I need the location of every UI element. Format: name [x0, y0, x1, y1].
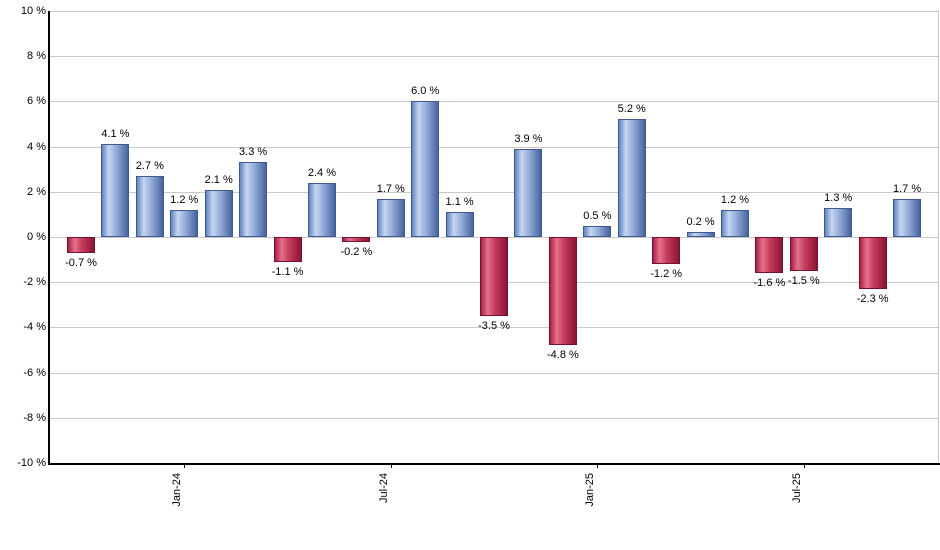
x-axis-tick	[803, 463, 805, 468]
bar-value-label: 1.1 %	[445, 196, 474, 209]
y-axis-tick-label: -2 %	[23, 276, 46, 289]
positive-bar	[411, 101, 440, 237]
gridline	[50, 327, 939, 329]
x-axis-tick-label: Jul-25	[790, 473, 803, 503]
positive-bar	[617, 119, 646, 237]
y-axis-tick-label: 2 %	[27, 185, 46, 198]
y-axis-tick-label: -4 %	[23, 321, 46, 334]
bar-value-label: 1.3 %	[824, 191, 853, 204]
positive-bar	[376, 198, 405, 237]
bar-value-label: 0.2 %	[686, 216, 715, 229]
positive-bar	[307, 182, 336, 237]
bar-value-label: 5.2 %	[617, 103, 646, 116]
bar-value-label: -3.5 %	[478, 320, 510, 333]
positive-bar	[204, 189, 233, 237]
bar-value-label: 1.2 %	[170, 193, 199, 206]
gridline	[50, 191, 939, 193]
negative-bar	[755, 237, 784, 274]
negative-bar	[273, 237, 302, 262]
gridline	[50, 11, 939, 12]
bar-value-label: -0.2 %	[340, 245, 373, 258]
x-axis-tick-label: Jan-25	[584, 473, 597, 507]
bar-value-label: -1.6 %	[753, 277, 786, 290]
y-axis-tick-label: -8 %	[23, 411, 46, 424]
bar-value-label: 6.0 %	[411, 85, 440, 98]
negative-bar	[858, 237, 887, 289]
gridline	[50, 417, 939, 419]
negative-bar	[67, 237, 95, 253]
positive-bar	[514, 148, 543, 237]
x-axis-tick	[390, 463, 392, 468]
negative-bar	[652, 237, 681, 265]
bar-value-label: -1.5 %	[787, 274, 820, 287]
negative-bar	[342, 237, 371, 242]
plot-area: -0.7 % 4.1 % 2.7 % 1.2 % 2.1 % 3.3 % -1.1 % 2.4…	[48, 11, 940, 465]
bar-value-label: 1.7 %	[376, 182, 405, 195]
x-axis-tick-label: Jul-24	[377, 473, 390, 503]
bar-value-label: -4.8 %	[546, 349, 579, 362]
positive-bar	[170, 209, 199, 237]
y-axis-tick-label: 6 %	[27, 95, 46, 108]
positive-bar	[686, 232, 715, 237]
x-axis-tick	[597, 463, 599, 468]
positive-bar	[239, 162, 268, 237]
y-axis-line	[48, 11, 50, 465]
bar-value-label: 1.7 %	[893, 182, 922, 195]
x-axis-tick	[184, 463, 186, 468]
positive-bar	[135, 175, 164, 237]
positive-bar	[824, 207, 853, 237]
positive-bar	[445, 212, 474, 237]
gridline	[50, 101, 939, 103]
bar-value-label: 3.3 %	[239, 146, 268, 159]
negative-bar	[480, 237, 509, 317]
y-axis-tick-label: -6 %	[23, 366, 46, 379]
x-axis-line	[48, 463, 940, 465]
gridline	[50, 372, 939, 374]
gridline	[50, 146, 939, 148]
bar-value-label: 4.1 %	[101, 128, 130, 141]
bar-value-label: -1.1 %	[271, 265, 304, 278]
y-axis-tick-label: 8 %	[27, 50, 46, 63]
y-axis-tick-label: -10 %	[17, 457, 46, 469]
negative-bar	[548, 237, 577, 346]
negative-bar	[789, 237, 818, 271]
bar-value-label: -2.3 %	[856, 292, 889, 305]
bar-value-label: 3.9 %	[514, 132, 543, 145]
positive-bar	[720, 209, 749, 237]
plot-right-border	[938, 11, 939, 463]
bar-value-label: 1.2 %	[720, 193, 750, 206]
positive-bar	[583, 225, 612, 237]
bar-value-label: 2.4 %	[307, 166, 337, 179]
x-axis-tick-label: Jan-24	[171, 473, 184, 507]
bar-value-label: 2.1 %	[204, 173, 233, 186]
y-axis-tick-label: 0 %	[27, 231, 46, 243]
bar-value-label: -1.2 %	[650, 268, 683, 281]
gridline	[50, 56, 939, 58]
bar-value-label: -0.7 %	[65, 256, 97, 269]
bar-value-label: 0.5 %	[583, 209, 612, 222]
positive-bar	[893, 198, 922, 237]
bar-value-label: 2.7 %	[135, 159, 164, 172]
positive-bar	[101, 144, 130, 237]
y-axis-tick-label: 4 %	[27, 140, 46, 153]
y-axis-tick-label: 10 %	[20, 5, 46, 17]
